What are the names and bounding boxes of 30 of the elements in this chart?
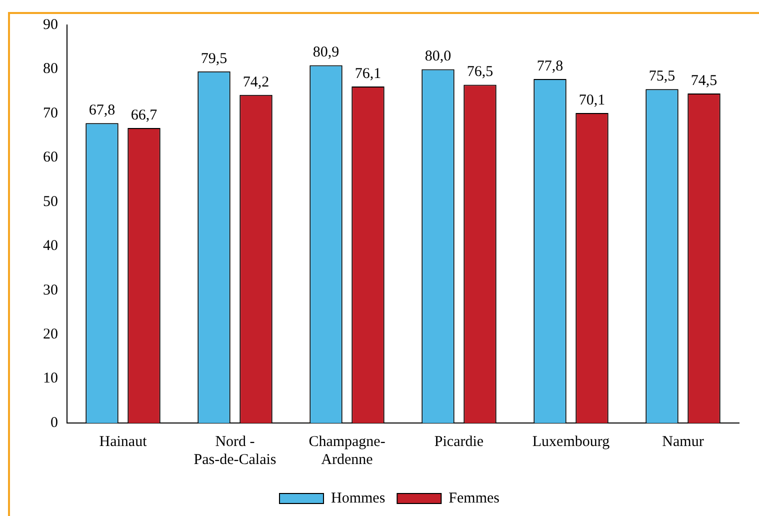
y-tick-label: 70: [43, 105, 58, 122]
y-tick-label: 30: [43, 282, 58, 298]
x-tick-label: Luxembourg: [532, 434, 610, 450]
legend-label: Femmes: [448, 490, 500, 506]
data-label: 77,8: [536, 58, 564, 74]
data-label: 66,7: [130, 107, 158, 124]
y-tick-label: 40: [43, 238, 58, 254]
data-label: 80,9: [312, 44, 340, 61]
data-label: 80,0: [424, 48, 452, 65]
x-tick-label: Picardie: [434, 434, 484, 450]
x-tick-label: Nord - Pas-de-Calais: [194, 434, 276, 468]
y-tick-label: 10: [43, 370, 58, 387]
x-tick-label: Namur: [662, 434, 704, 450]
y-tick-label: 50: [43, 194, 58, 210]
y-tick-label: 80: [43, 61, 58, 78]
legend-label: Hommes: [331, 490, 386, 506]
data-label: 76,5: [466, 64, 494, 80]
y-tick-label: 0: [50, 414, 58, 431]
y-tick-label: 90: [43, 16, 58, 33]
data-label: 70,1: [578, 92, 606, 108]
data-label: 75,5: [648, 68, 676, 85]
data-label: 74,2: [242, 74, 270, 90]
data-label: 79,5: [200, 50, 228, 67]
data-label: 74,5: [690, 72, 718, 89]
x-tick-label: Hainaut: [99, 434, 148, 450]
data-label: 76,1: [354, 66, 382, 82]
data-label: 67,8: [88, 102, 116, 119]
y-tick-label: 20: [43, 326, 58, 342]
x-tick-label: Champagne- Ardenne: [308, 434, 386, 468]
y-tick-label: 60: [43, 150, 58, 166]
